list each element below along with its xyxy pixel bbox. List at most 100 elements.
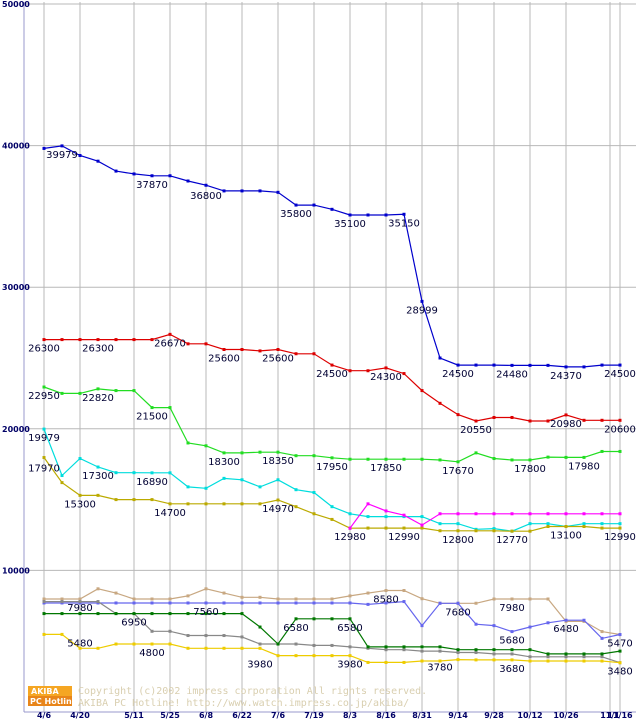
data-point: [60, 481, 64, 485]
data-point: [96, 387, 100, 391]
x-tick-label: 11/1: [600, 711, 620, 720]
data-label: 36800: [190, 191, 222, 202]
data-point: [186, 502, 190, 506]
data-point: [384, 526, 388, 530]
data-point: [204, 587, 208, 591]
data-point: [240, 478, 244, 482]
data-point: [258, 601, 262, 605]
data-point: [330, 617, 334, 621]
data-point: [546, 512, 550, 516]
data-point: [384, 645, 388, 649]
data-label: 7560: [193, 607, 218, 618]
copyright-line-1: Copyright (c)2002 impress corporation Al…: [78, 686, 427, 697]
data-point: [78, 600, 82, 604]
data-point: [528, 655, 532, 659]
data-label: 18300: [208, 457, 240, 468]
data-point: [546, 522, 550, 526]
data-label: 7680: [445, 607, 470, 618]
data-point: [240, 635, 244, 639]
data-point: [402, 645, 406, 649]
data-point: [492, 624, 496, 628]
data-label: 17800: [514, 464, 546, 475]
data-point: [42, 632, 46, 636]
data-point: [150, 338, 154, 342]
data-point: [564, 652, 568, 656]
data-point: [474, 651, 478, 655]
data-point: [132, 471, 136, 475]
data-point: [510, 529, 514, 533]
data-point: [42, 338, 46, 342]
x-tick-label: 6/22: [232, 711, 252, 720]
data-point: [312, 654, 316, 658]
data-point: [546, 621, 550, 625]
data-point: [42, 456, 46, 460]
data-point: [132, 172, 136, 176]
data-point: [60, 391, 64, 395]
data-label: 35100: [334, 219, 366, 230]
data-point: [618, 661, 622, 665]
data-point: [294, 454, 298, 458]
data-point: [582, 618, 586, 622]
data-point: [564, 655, 568, 659]
data-point: [348, 213, 352, 217]
data-point: [294, 617, 298, 621]
data-point: [474, 512, 478, 516]
series-line: [349, 503, 620, 529]
x-tick-label: 8/16: [376, 711, 396, 720]
data-point: [564, 618, 568, 622]
data-point: [294, 505, 298, 509]
data-label: 24480: [496, 369, 528, 380]
data-point: [600, 526, 604, 530]
data-point: [150, 601, 154, 605]
data-point: [600, 512, 604, 516]
data-point: [60, 144, 64, 148]
data-point: [564, 512, 568, 516]
data-point: [60, 474, 64, 478]
data-point: [186, 485, 190, 489]
data-point: [114, 612, 118, 616]
data-point: [492, 529, 496, 533]
data-point: [492, 648, 496, 652]
data-point: [366, 457, 370, 461]
data-point: [114, 169, 118, 173]
data-label: 12990: [604, 532, 636, 543]
data-point: [384, 648, 388, 652]
data-point: [294, 642, 298, 646]
data-point: [258, 595, 262, 599]
data-point: [384, 457, 388, 461]
data-point: [60, 597, 64, 601]
data-point: [546, 363, 550, 367]
data-point: [150, 642, 154, 646]
data-point: [384, 366, 388, 370]
data-point: [474, 363, 478, 367]
data-label: 18350: [262, 456, 294, 467]
data-label: 17300: [82, 471, 114, 482]
data-point: [132, 612, 136, 616]
data-point: [78, 646, 82, 650]
data-point: [96, 646, 100, 650]
data-point: [60, 600, 64, 604]
data-point: [258, 625, 262, 629]
x-tick-label: 4/6: [37, 711, 51, 720]
data-point: [222, 451, 226, 455]
data-point: [222, 601, 226, 605]
x-tick-label: 8/31: [412, 711, 432, 720]
data-point: [618, 526, 622, 530]
data-point: [546, 597, 550, 601]
data-point: [564, 413, 568, 417]
data-point: [528, 512, 532, 516]
data-point: [582, 652, 586, 656]
data-point: [168, 471, 172, 475]
data-point: [240, 595, 244, 599]
data-point: [402, 526, 406, 530]
data-point: [348, 457, 352, 461]
data-point: [150, 471, 154, 475]
data-point: [420, 649, 424, 653]
akiba-logo: AKIBA PC Hotline!: [28, 686, 81, 706]
data-point: [96, 612, 100, 616]
data-point: [510, 512, 514, 516]
data-point: [438, 659, 442, 663]
data-point: [42, 146, 46, 150]
data-point: [582, 512, 586, 516]
data-point: [564, 455, 568, 459]
